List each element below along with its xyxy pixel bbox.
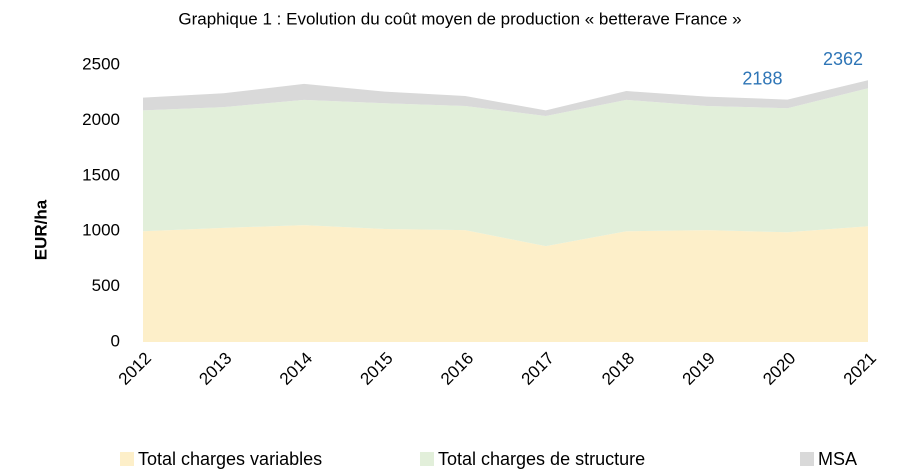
y-tick-label: 500 bbox=[92, 276, 120, 295]
x-tick-label: 2021 bbox=[840, 349, 880, 389]
x-tick-label: 2019 bbox=[679, 349, 719, 389]
y-tick-label: 2500 bbox=[82, 54, 120, 73]
area bbox=[143, 80, 868, 116]
y-tick-label: 0 bbox=[111, 331, 120, 350]
legend-swatch bbox=[120, 452, 134, 466]
chart-title: Graphique 1 : Evolution du coût moyen de… bbox=[178, 9, 741, 28]
x-tick-label: 2012 bbox=[115, 349, 155, 389]
x-tick-label: 2017 bbox=[518, 349, 558, 389]
y-axis-label: EUR/ha bbox=[31, 199, 50, 260]
y-tick-label: 1500 bbox=[82, 165, 120, 184]
legend-label: Total charges variables bbox=[138, 449, 322, 469]
legend-swatch bbox=[800, 452, 814, 466]
x-tick-label: 2016 bbox=[437, 349, 477, 389]
data-label: 2188 bbox=[742, 68, 782, 88]
area bbox=[143, 88, 868, 247]
x-tick-label: 2015 bbox=[356, 349, 396, 389]
y-tick-label: 1000 bbox=[82, 221, 120, 240]
data-label: 2362 bbox=[823, 49, 863, 69]
x-tick-label: 2018 bbox=[598, 349, 638, 389]
y-tick-label: 2000 bbox=[82, 110, 120, 129]
legend-swatch bbox=[420, 452, 434, 466]
area bbox=[143, 225, 868, 342]
x-tick-label: 2013 bbox=[195, 349, 235, 389]
legend-label: MSA bbox=[818, 449, 857, 469]
legend-label: Total charges de structure bbox=[438, 449, 645, 469]
x-tick-label: 2014 bbox=[276, 349, 316, 389]
x-tick-label: 2020 bbox=[759, 349, 799, 389]
